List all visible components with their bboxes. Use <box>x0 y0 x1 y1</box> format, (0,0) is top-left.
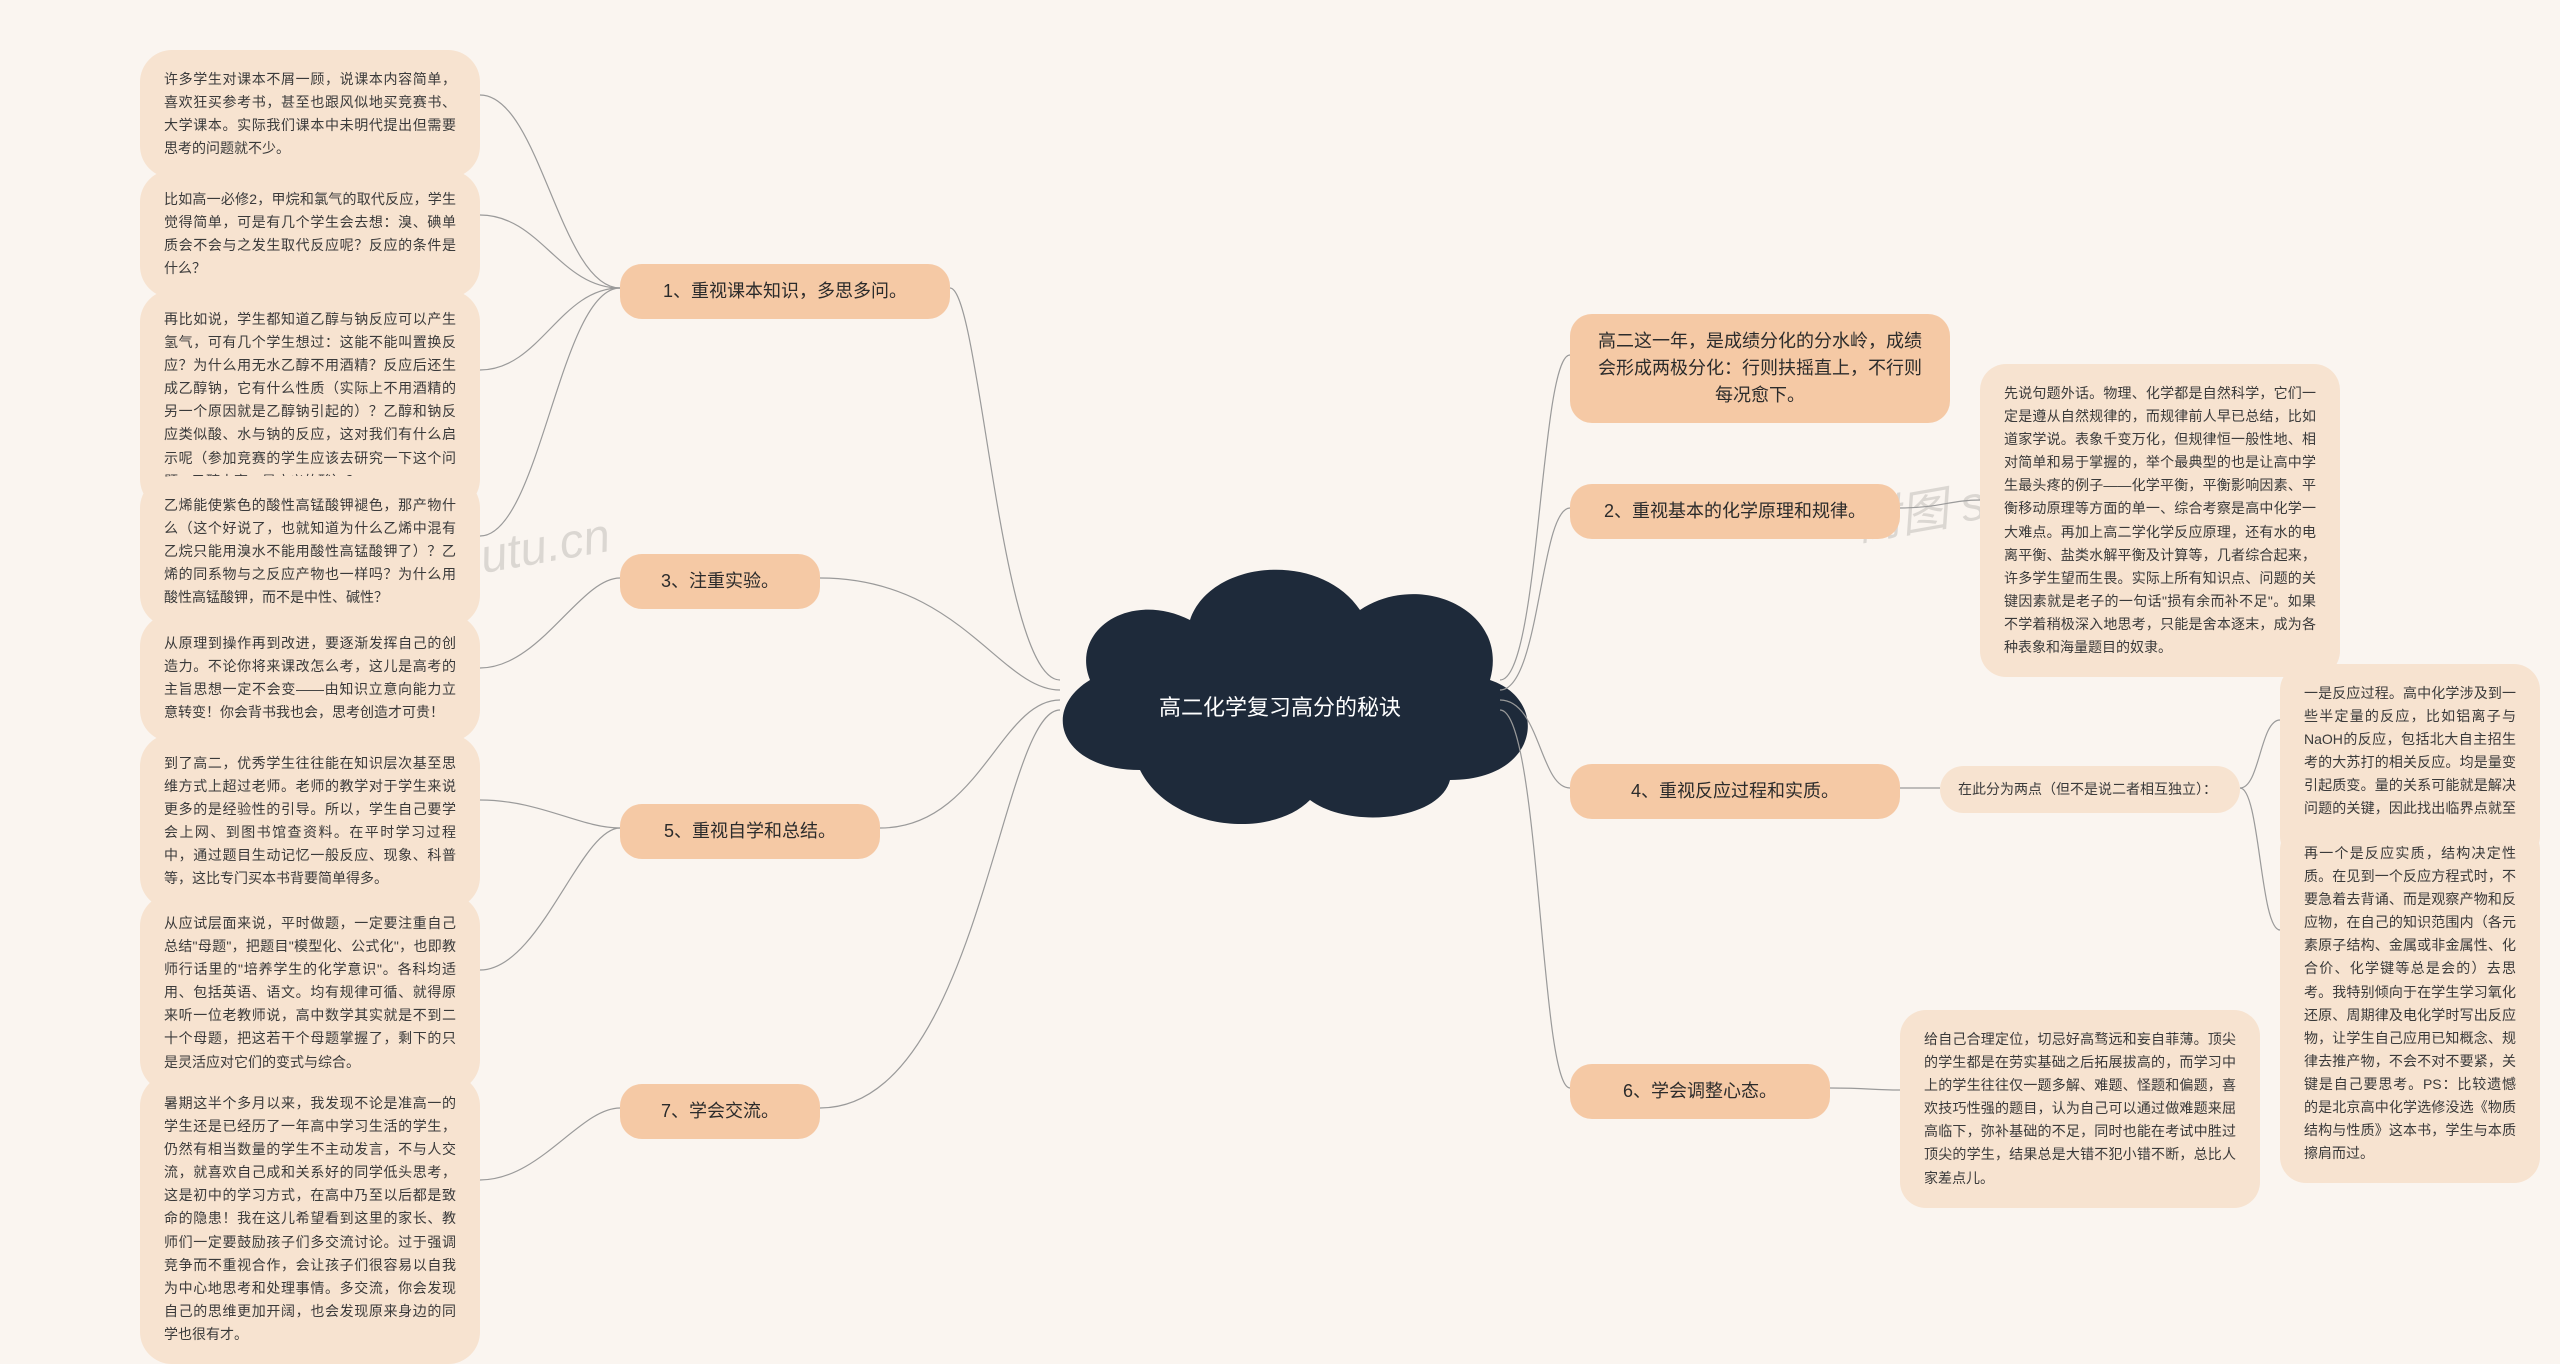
branch-6: 6、学会调整心态。 <box>1570 1064 1830 1119</box>
leaf-4-2: 再一个是反应实质，结构决定性质。在见到一个反应方程式时，不要急着去背诵、而是观察… <box>2280 824 2540 1183</box>
central-title: 高二化学复习高分的秘诀 <box>1130 690 1430 722</box>
branch-1: 1、重视课本知识，多思多问。 <box>620 264 950 319</box>
branch-2: 2、重视基本的化学原理和规律。 <box>1570 484 1900 539</box>
leaf-3-1: 从原理到操作再到改进，要逐渐发挥自己的创造力。不论你将来课改怎么考，这儿是高考的… <box>140 614 480 742</box>
branch-3: 3、注重实验。 <box>620 554 820 609</box>
leaf-1-1: 许多学生对课本不屑一顾，说课本内容简单，喜欢狂买参考书，甚至也跟风似地买竞赛书、… <box>140 50 480 178</box>
branch-5: 5、重视自学和总结。 <box>620 804 880 859</box>
leaf-4-inter: 在此分为两点（但不是说二者相互独立）： <box>1940 766 2240 813</box>
branch-intro: 高二这一年，是成绩分化的分水岭，成绩会形成两极分化：行则扶摇直上，不行则每况愈下… <box>1570 314 1950 423</box>
leaf-7-1: 暑期这半个多月以来，我发现不论是准高一的学生还是已经历了一年高中学习生活的学生，… <box>140 1074 480 1364</box>
leaf-2-1: 先说句题外话。物理、化学都是自然科学，它们一定是遵从自然规律的，而规律前人早已总… <box>1980 364 2340 677</box>
leaf-5-2: 从应试层面来说，平时做题，一定要注重自己总结"母题"，把题目"模型化、公式化"，… <box>140 894 480 1092</box>
branch-4: 4、重视反应过程和实质。 <box>1570 764 1900 819</box>
branch-7: 7、学会交流。 <box>620 1084 820 1139</box>
leaf-1-2: 比如高一必修2，甲烷和氯气的取代反应，学生觉得简单，可是有几个学生会去想：溴、碘… <box>140 170 480 298</box>
leaf-1-4: 乙烯能使紫色的酸性高锰酸钾褪色，那产物什么（这个好说了，也就知道为什么乙烯中混有… <box>140 476 480 627</box>
leaf-5-1: 到了高二，优秀学生往往能在知识层次基至思维方式上超过老师。老师的教学对于学生来说… <box>140 734 480 909</box>
leaf-6-1: 给自己合理定位，切忌好高骛远和妄自菲薄。顶尖的学生都是在劳实基础之后拓展拔高的，… <box>1900 1010 2260 1208</box>
